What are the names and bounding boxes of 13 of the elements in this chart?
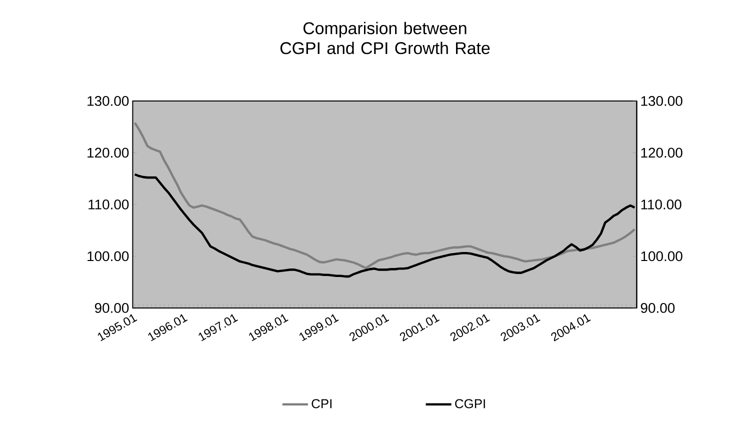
y2-tick-label: 130.00 <box>641 96 682 106</box>
y-tick-label: 120.00 <box>88 148 129 158</box>
legend-label: CGPI <box>455 399 485 408</box>
y2-tick-label: 120.00 <box>641 148 682 158</box>
y2-tick-label: 110.00 <box>641 200 682 210</box>
chart-title: Comparision between CGPI and CPI Growth Rate <box>280 22 490 54</box>
y-tick-label: 110.00 <box>88 200 129 210</box>
y-tick-label: 100.00 <box>88 251 129 262</box>
y2-tick-label: 100.00 <box>641 251 682 262</box>
y-tick-label: 130.00 <box>88 96 129 106</box>
y-tick-label: 90.00 <box>94 303 129 313</box>
y2-tick-label: 90.00 <box>640 303 675 313</box>
legend-label: CPI <box>312 399 332 408</box>
